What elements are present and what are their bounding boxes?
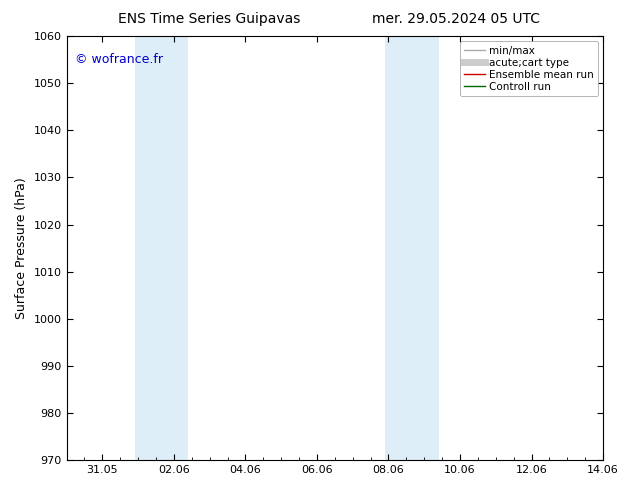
Bar — [385, 36, 439, 460]
Y-axis label: Surface Pressure (hPa): Surface Pressure (hPa) — [15, 177, 28, 319]
Text: ENS Time Series Guipavas: ENS Time Series Guipavas — [118, 12, 301, 26]
Legend: min/max, acute;cart type, Ensemble mean run, Controll run: min/max, acute;cart type, Ensemble mean … — [460, 41, 598, 96]
Text: © wofrance.fr: © wofrance.fr — [75, 53, 162, 66]
Bar — [134, 36, 188, 460]
Text: mer. 29.05.2024 05 UTC: mer. 29.05.2024 05 UTC — [373, 12, 540, 26]
